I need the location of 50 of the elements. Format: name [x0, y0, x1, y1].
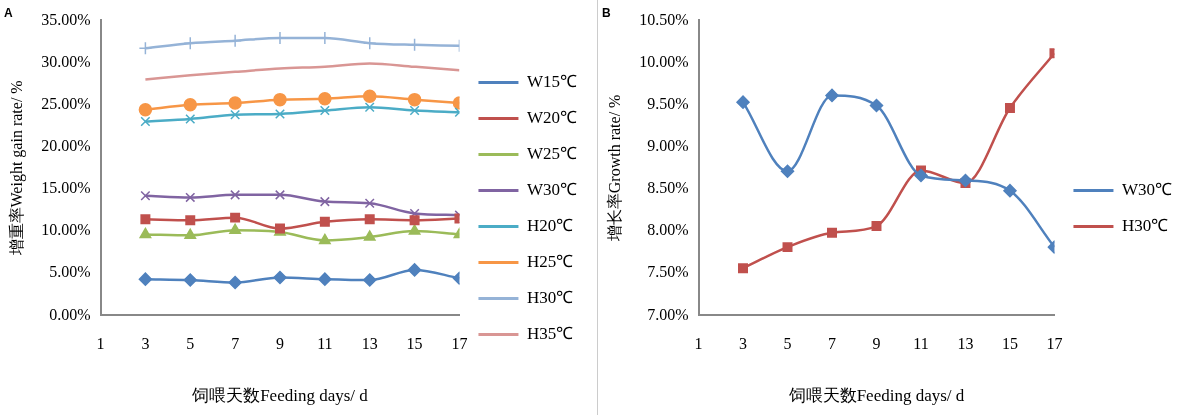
- x-tick-label: 13: [361, 335, 378, 353]
- x-tick-label: 17: [1046, 335, 1063, 353]
- y-tick-label: 8.50%: [647, 179, 689, 197]
- y-tick-label: 15.00%: [41, 179, 91, 197]
- y-tick-label: 35.00%: [41, 10, 91, 28]
- y-tick-label: 7.50%: [647, 263, 689, 281]
- y-tick-label: 25.00%: [41, 94, 91, 112]
- x-tick-label: 5: [783, 335, 792, 353]
- y-axis-title: 增长率Growth rate/ %: [605, 94, 623, 243]
- y-tick-label: 9.50%: [647, 94, 689, 112]
- x-tick-label: 15: [406, 335, 423, 353]
- x-tick-label: 3: [141, 335, 150, 353]
- y-tick-label: 10.50%: [639, 10, 689, 28]
- x-tick-label: 7: [828, 335, 836, 353]
- chart-title: A: [4, 5, 13, 20]
- x-tick-label: 1: [96, 335, 105, 353]
- x-axis-title: 饲喂天数Feeding days/ d: [787, 386, 965, 406]
- y-tick-label: 5.00%: [49, 263, 91, 281]
- x-axis-title: 饲喂天数Feeding days/ d: [191, 386, 369, 406]
- x-tick-label: 13: [957, 335, 974, 353]
- y-tick-label: 10.00%: [41, 221, 91, 239]
- legend-label: H30℃: [1121, 215, 1169, 235]
- x-tick-label: 1: [694, 335, 703, 353]
- chart-title: B: [602, 5, 611, 20]
- y-tick-label: 20.00%: [41, 137, 91, 155]
- y-tick-label: 7.00%: [647, 305, 689, 323]
- y-tick-label: 9.00%: [647, 137, 689, 155]
- x-tick-label: 3: [739, 335, 748, 353]
- legend-label: H35℃: [526, 323, 574, 343]
- legend-label: H25℃: [526, 251, 574, 271]
- legend-label: W15℃: [526, 71, 577, 91]
- legend-label: H20℃: [526, 215, 574, 235]
- x-tick-label: 11: [317, 335, 333, 353]
- legend-label: H30℃: [526, 287, 574, 307]
- y-tick-label: 10.00%: [639, 52, 689, 70]
- x-tick-label: 9: [275, 335, 284, 353]
- y-tick-label: 30.00%: [41, 52, 91, 70]
- x-tick-label: 17: [451, 335, 468, 353]
- x-tick-label: 15: [1001, 335, 1018, 353]
- x-tick-label: 7: [231, 335, 240, 353]
- y-axis-title: 增重率Weight gain rate/ %: [7, 80, 26, 257]
- legend-label: W25℃: [526, 143, 577, 163]
- y-tick-label: 0.00%: [49, 305, 91, 323]
- x-tick-label: 9: [872, 335, 881, 353]
- legend-label: W20℃: [526, 107, 577, 127]
- legend-label: W30℃: [526, 179, 577, 199]
- x-tick-label: 11: [913, 335, 929, 353]
- legend-label: W30℃: [1121, 179, 1172, 199]
- y-tick-label: 8.00%: [647, 221, 689, 239]
- x-tick-label: 5: [186, 335, 195, 353]
